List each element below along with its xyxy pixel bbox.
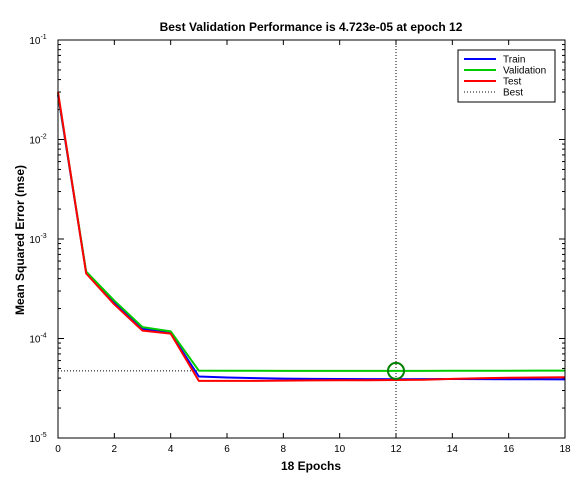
y-tick-exponent: -5 [40, 432, 46, 439]
legend-label-train: Train [503, 55, 525, 66]
y-tick-label: 10-3 [29, 233, 46, 246]
series-test-line [57, 91, 566, 382]
y-tick-exponent: -2 [40, 134, 46, 141]
x-tick-label: 14 [447, 444, 459, 455]
y-tick-base: 10 [29, 434, 41, 445]
y-tick-base: 10 [29, 235, 41, 246]
x-tick-label: 4 [168, 444, 174, 455]
x-tick-label: 12 [390, 444, 402, 455]
chart-title: Best Validation Performance is 4.723e-05… [160, 20, 463, 34]
y-tick-exponent: -3 [40, 233, 46, 240]
y-tick-label: 10-4 [29, 333, 46, 346]
x-axis-label: 18 Epochs [281, 459, 341, 473]
y-tick-label: 10-2 [29, 134, 46, 147]
y-tick-label: 10-1 [29, 34, 46, 47]
x-tick-label: 10 [334, 444, 346, 455]
x-tick-label: 8 [281, 444, 287, 455]
y-tick-label: 10-5 [29, 432, 46, 445]
y-axis-label: Mean Squared Error (mse) [13, 165, 27, 315]
y-tick-base: 10 [29, 36, 41, 47]
plot-frame [57, 39, 566, 439]
x-tick-label: 18 [559, 444, 571, 455]
y-tick-base: 10 [29, 335, 41, 346]
x-tick-label: 0 [55, 444, 61, 455]
series-validation-line [57, 93, 565, 372]
y-tick-exponent: -4 [40, 333, 46, 340]
x-tick-label: 16 [503, 444, 515, 455]
best-marker [387, 361, 405, 380]
x-tick-label: 2 [112, 444, 118, 455]
legend-label-validation: Validation [503, 66, 546, 77]
y-tick-base: 10 [29, 136, 41, 147]
y-tick-exponent: -1 [40, 34, 46, 41]
legend-label-best: Best [503, 88, 523, 99]
x-tick-label: 6 [224, 444, 230, 455]
legend-label-test: Test [503, 77, 522, 88]
